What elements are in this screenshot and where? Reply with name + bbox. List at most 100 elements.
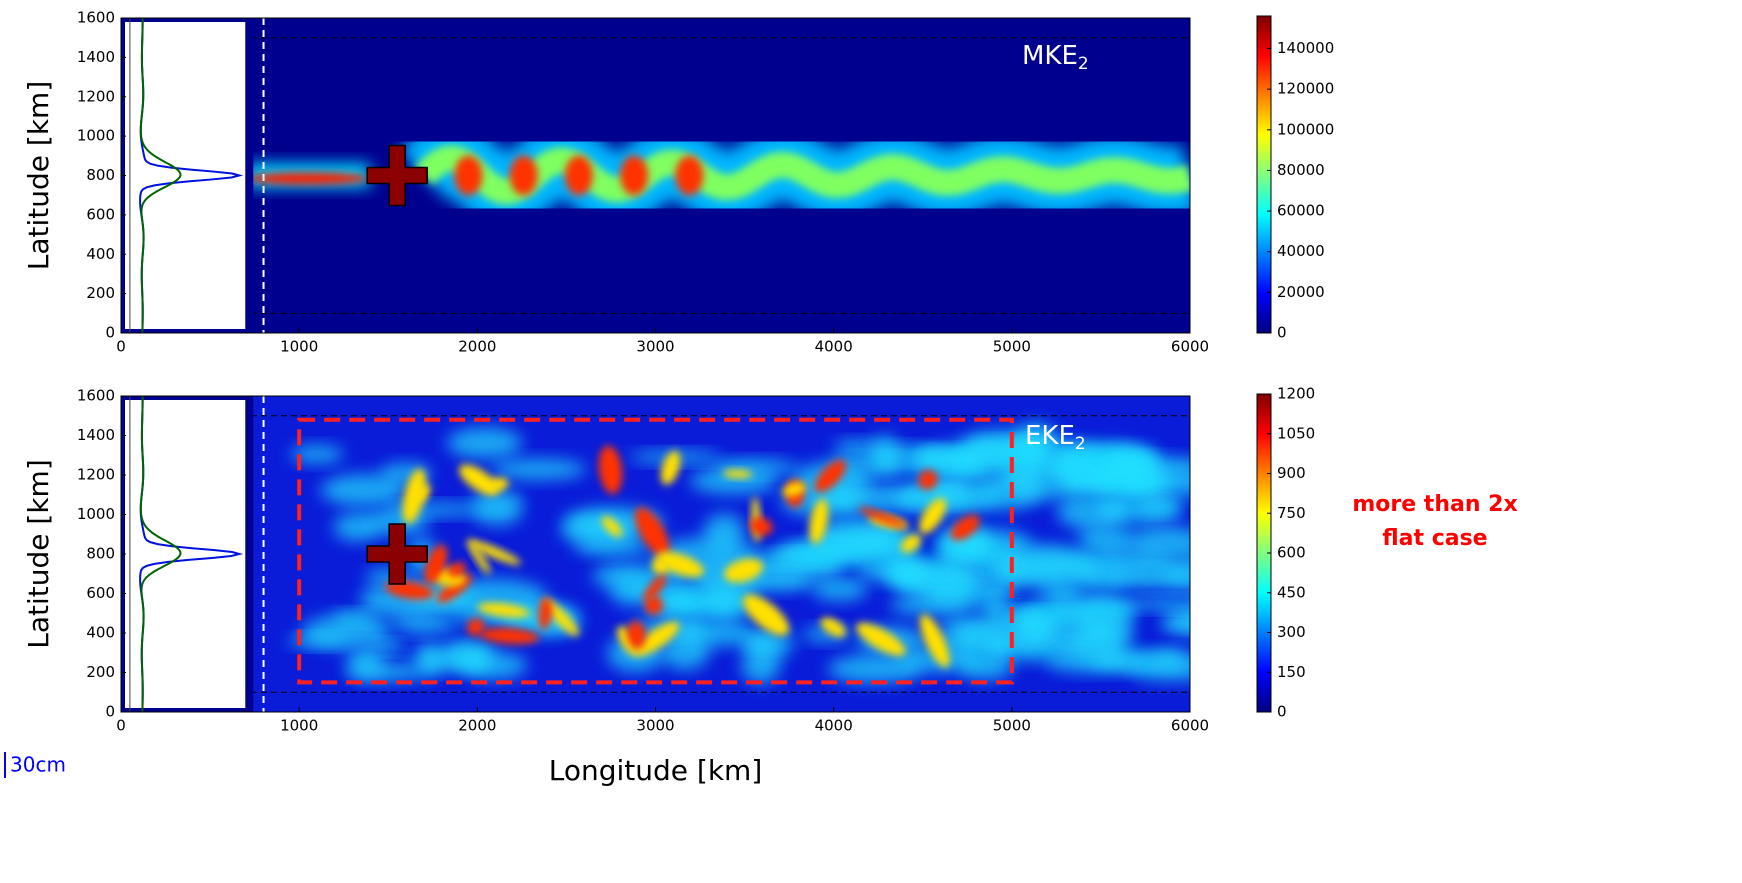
eddy [1129, 525, 1190, 560]
colorbar-tick-label: 1050 [1277, 424, 1315, 442]
profile-frame [121, 18, 254, 333]
note: 30cm [10, 753, 66, 777]
region-box [297, 417, 1014, 685]
y-axis-label: Latitude [km] [22, 81, 55, 270]
colorbar-tick-label: 100000 [1277, 120, 1334, 138]
eddy-core [635, 507, 670, 557]
y-tick-label: 200 [86, 284, 115, 302]
eddy-core [919, 498, 947, 534]
eddy-core [466, 539, 522, 565]
eddy-core [384, 580, 434, 600]
eddy-core [749, 517, 773, 536]
meander-peak [454, 155, 483, 196]
colorbar-tick-label: 140000 [1277, 39, 1334, 57]
eddy [827, 654, 923, 684]
eddy [1161, 612, 1190, 636]
eddy-core [814, 459, 847, 493]
meander-peak [675, 155, 704, 196]
x-tick-label: 5000 [993, 338, 1031, 356]
eddy [420, 648, 489, 672]
profile-green [139, 18, 182, 333]
profile-frame [121, 396, 254, 712]
colorbar-tick-label: 60000 [1277, 202, 1325, 220]
meander [414, 145, 1190, 205]
eddy [961, 612, 1057, 645]
x-tick-label: 6000 [1171, 717, 1209, 735]
x-tick-label: 1000 [280, 338, 318, 356]
panel-label-subscript: 2 [1075, 434, 1086, 454]
colorbar-tick-label: 150 [1277, 663, 1306, 681]
eddy-core [447, 562, 466, 578]
y-tick-label: 1600 [77, 387, 115, 405]
eddy-core [627, 620, 646, 649]
colorbar-tick-label: 20000 [1277, 283, 1325, 301]
meander-peak [509, 155, 538, 196]
eddy-core [601, 516, 623, 537]
x-tick-label: 2000 [458, 338, 496, 356]
eddy-core [468, 541, 491, 575]
eddy [1149, 649, 1186, 669]
y-tick-label: 1200 [77, 466, 115, 484]
eddy [811, 577, 869, 601]
eddy [1045, 651, 1138, 673]
panel: 0 1000 2000 3000 4000 5000 6000020040060080010… [22, 9, 1334, 356]
eddy [359, 580, 459, 619]
eddy [1138, 499, 1183, 515]
eddy [1037, 618, 1136, 650]
eddy [1123, 597, 1190, 611]
eddy-core [918, 470, 938, 490]
meander-peak [564, 155, 593, 196]
y-tick-label: 0 [105, 324, 115, 342]
eddy-core [950, 514, 980, 541]
eddy [1078, 525, 1137, 555]
eddy-core [644, 595, 664, 615]
y-tick-label: 800 [86, 166, 115, 184]
panel-label-subscript: 2 [1078, 54, 1089, 74]
profile-green [139, 396, 182, 712]
eddy-core [538, 597, 552, 630]
eddy [1101, 456, 1190, 477]
x-tick-label: 4000 [815, 717, 853, 735]
y-tick-label: 600 [86, 584, 115, 602]
eddy-core [742, 594, 790, 636]
eddy-core [424, 544, 448, 584]
y-tick-label: 400 [86, 245, 115, 263]
eddy-core [900, 534, 922, 553]
colorbar [1256, 15, 1272, 334]
eddy-core [479, 627, 539, 645]
y-tick-label: 600 [86, 205, 115, 223]
eddy [833, 440, 879, 457]
panel-label: MKE2 [1022, 41, 1089, 75]
eddy-core [722, 469, 753, 479]
x-tick-label: 5000 [993, 717, 1031, 735]
eddy [960, 430, 1047, 459]
eddy-core [633, 621, 680, 656]
y-tick-label: 1200 [77, 87, 115, 105]
colorbar-tick-label: 300 [1277, 623, 1306, 641]
x-tick-label: 0 [116, 338, 126, 356]
colorbar-tick-label: 0 [1277, 703, 1287, 721]
panel: 0 1000 2000 3000 4000 5000 6000020040060080010… [4, 385, 1518, 787]
x-tick-label: 3000 [636, 717, 674, 735]
eddy-core [543, 599, 580, 637]
eddy-core [782, 482, 806, 497]
eddy [446, 427, 523, 459]
eddy [320, 474, 407, 507]
eddy [472, 500, 522, 525]
y-tick-label: 0 [105, 703, 115, 721]
eddy [822, 483, 924, 513]
panel-label-text: EKE [1025, 421, 1075, 451]
eddy [660, 631, 710, 670]
colorbar-tick-label: 750 [1277, 504, 1306, 522]
colorbar-tick-label: 120000 [1277, 80, 1334, 98]
eddy [856, 558, 930, 582]
eddy [1001, 460, 1093, 500]
y-tick-label: 400 [86, 624, 115, 642]
x-tick-label: 2000 [458, 717, 496, 735]
eddy [290, 445, 344, 464]
y-tick-label: 1400 [77, 426, 115, 444]
meander-peak [620, 155, 649, 196]
y-tick-label: 1000 [77, 127, 115, 145]
eddy-core [598, 445, 623, 495]
eddy [997, 544, 1091, 580]
